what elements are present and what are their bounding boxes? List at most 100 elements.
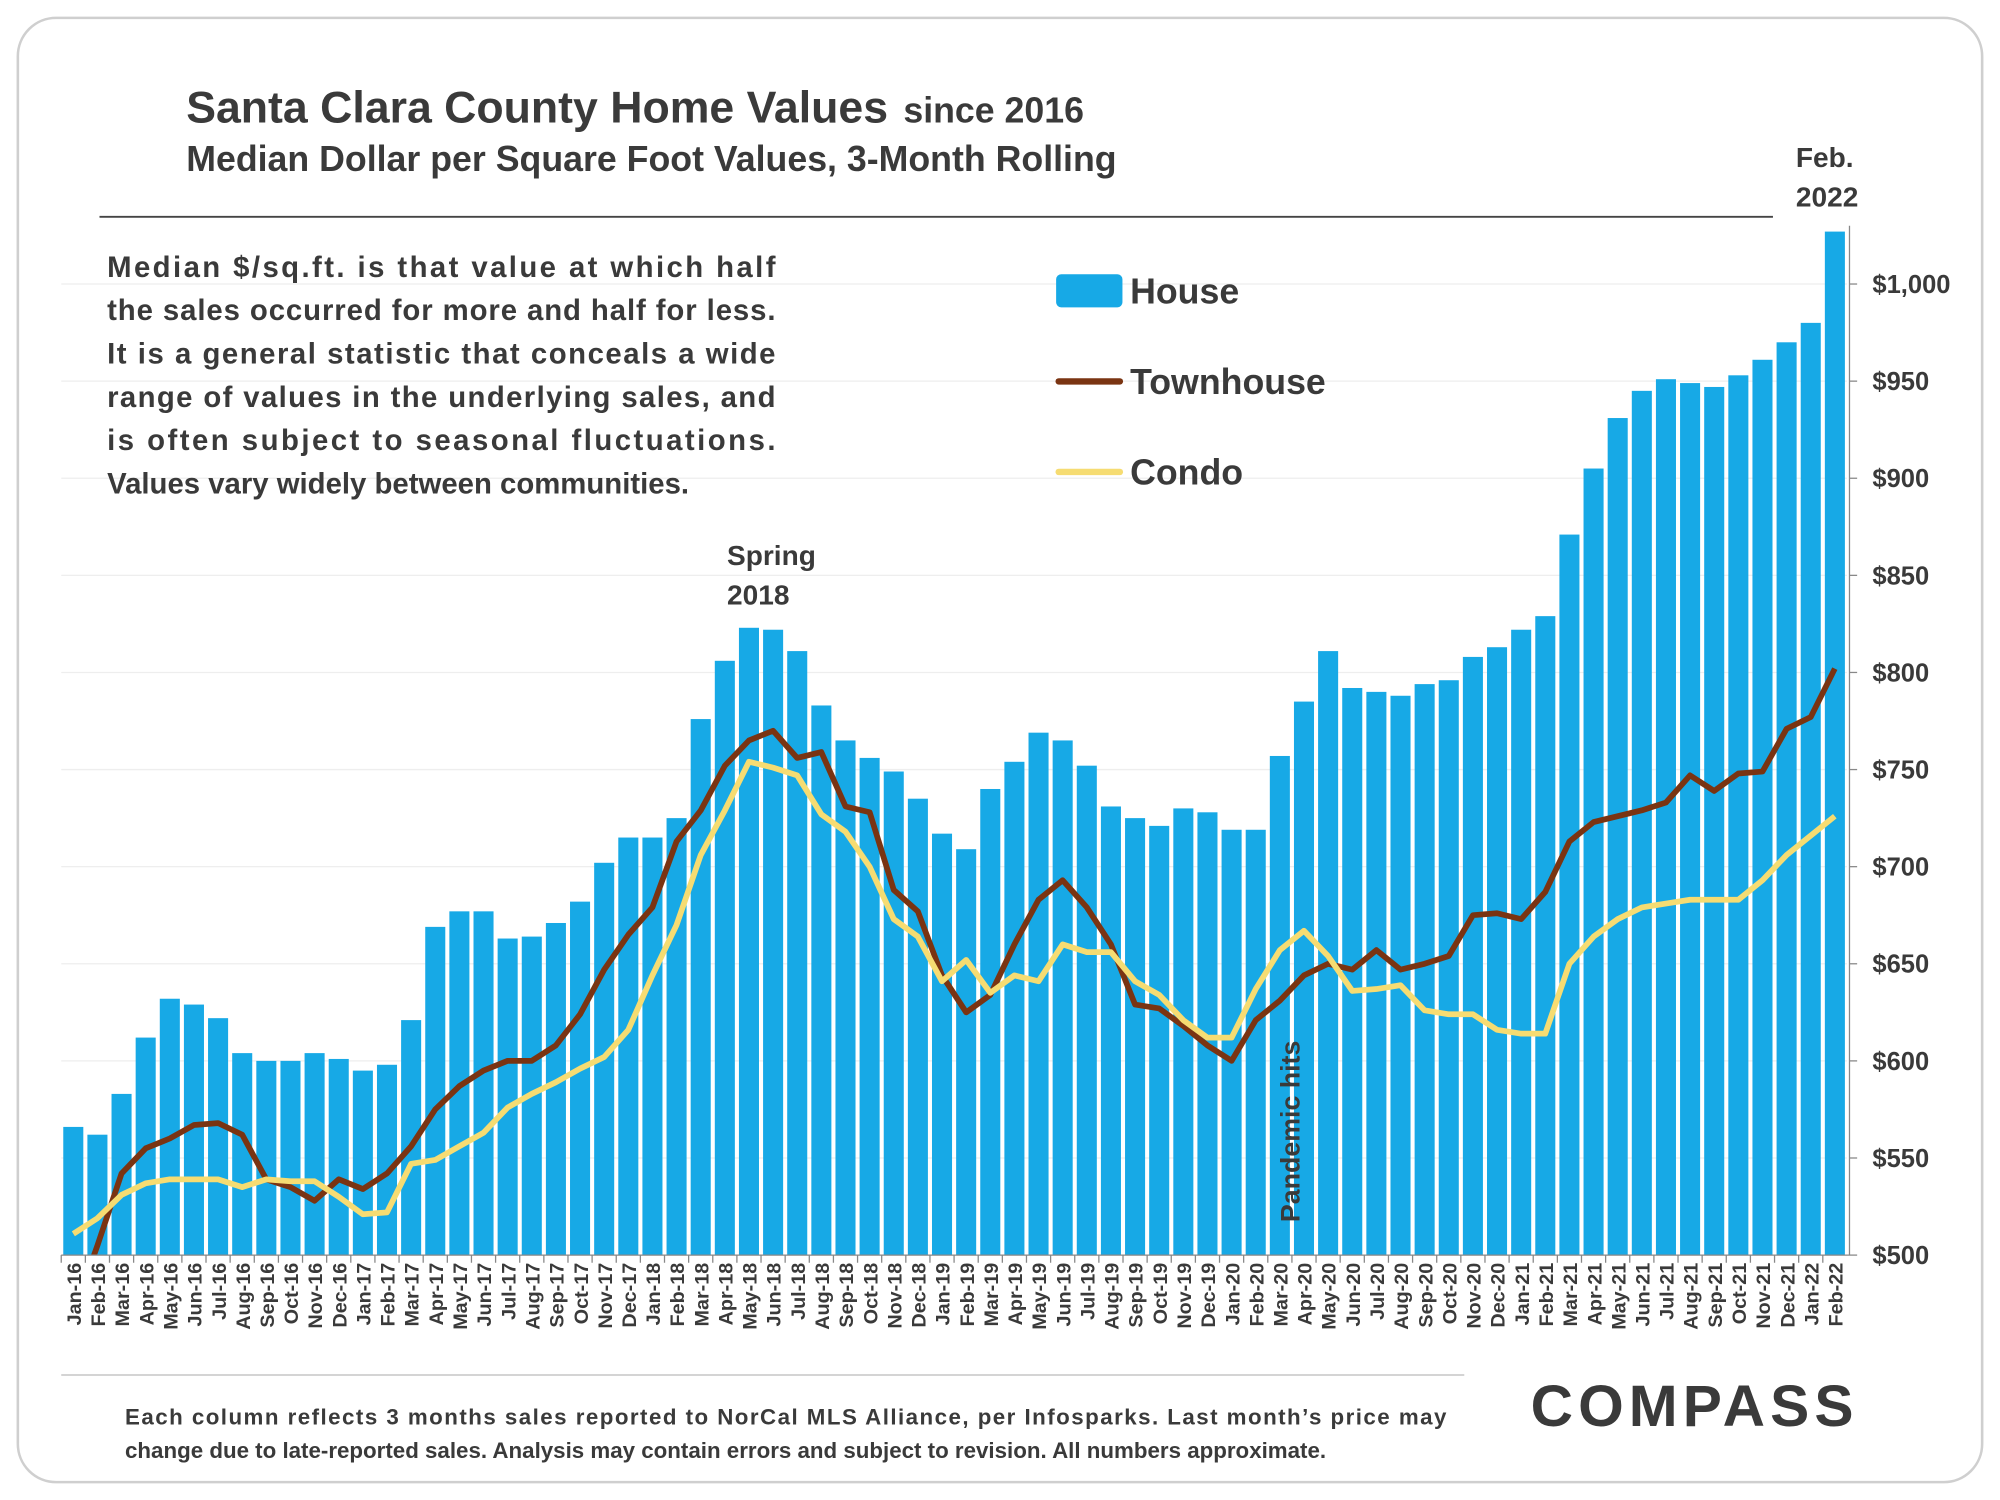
x-tick-label: Jun-19 xyxy=(1053,1263,1075,1327)
bar xyxy=(1052,740,1073,1256)
x-tick-label: May-20 xyxy=(1319,1263,1341,1330)
x-tick-label: Apr-18 xyxy=(716,1263,738,1326)
bar xyxy=(980,788,1001,1256)
legend-swatch xyxy=(1056,274,1123,308)
bar xyxy=(1752,359,1773,1256)
x-tick-label: Nov-16 xyxy=(305,1263,327,1329)
bar xyxy=(63,1126,84,1256)
x-tick-label: Jan-21 xyxy=(1512,1263,1534,1326)
annotation: Feb. xyxy=(1796,142,1854,173)
annotation: Spring xyxy=(727,540,816,571)
y-tick-label: $500 xyxy=(1872,1242,1929,1270)
x-tick-label: Jul-19 xyxy=(1078,1263,1100,1320)
bar xyxy=(618,837,639,1256)
x-tick-label: Dec-18 xyxy=(909,1263,931,1328)
x-tick-label: Jul-17 xyxy=(498,1263,520,1320)
bar xyxy=(956,849,977,1256)
x-tick-label: Mar-16 xyxy=(112,1263,134,1327)
x-tick-label: Feb-18 xyxy=(667,1263,689,1327)
x-tick-label: Nov-20 xyxy=(1464,1263,1486,1329)
annotation: 2018 xyxy=(727,580,789,611)
bar xyxy=(1462,656,1483,1256)
bar xyxy=(280,1060,301,1256)
bar xyxy=(1511,629,1532,1256)
x-tick-label: Jun-17 xyxy=(474,1263,496,1327)
description-line: is often subject to seasonal fluctuation… xyxy=(107,424,775,457)
x-tick-label: May-18 xyxy=(740,1263,762,1330)
bar xyxy=(1149,825,1170,1256)
y-tick-label: $1,000 xyxy=(1872,271,1950,299)
x-tick-label: Aug-18 xyxy=(812,1263,834,1330)
x-tick-label: Feb-16 xyxy=(88,1263,110,1327)
y-tick-label: $550 xyxy=(1872,1145,1929,1173)
bar xyxy=(352,1070,373,1256)
x-tick-label: Oct-17 xyxy=(571,1263,593,1325)
bar xyxy=(159,998,180,1256)
x-tick-label: Jan-20 xyxy=(1222,1263,1244,1326)
y-tick-label: $900 xyxy=(1872,465,1929,493)
bar xyxy=(1704,386,1725,1256)
bar xyxy=(256,1060,277,1256)
bar xyxy=(1535,616,1556,1256)
description-line: range of values in the underlying sales,… xyxy=(107,381,775,414)
bar xyxy=(1004,761,1025,1256)
bar xyxy=(1197,812,1218,1256)
bar xyxy=(787,651,808,1256)
x-tick-label: May-16 xyxy=(160,1263,182,1330)
chart-title: Santa Clara County Home Values since 2016 xyxy=(186,83,1084,132)
x-tick-label: Oct-21 xyxy=(1729,1263,1751,1325)
x-tick-label: Nov-17 xyxy=(595,1263,617,1329)
bar xyxy=(1221,829,1242,1256)
bar xyxy=(401,1020,422,1256)
x-tick-label: Nov-19 xyxy=(1174,1263,1196,1329)
description-line: the sales occurred for more and half for… xyxy=(107,294,775,327)
subtitle: Median Dollar per Square Foot Values, 3-… xyxy=(186,139,1116,179)
y-tick-label: $750 xyxy=(1872,756,1929,784)
bar xyxy=(1800,322,1821,1256)
x-tick-label: May-19 xyxy=(1029,1263,1051,1330)
x-tick-label: Nov-18 xyxy=(884,1263,906,1329)
logo: COMPASS xyxy=(1531,1374,1859,1439)
title-main: Santa Clara County Home Values xyxy=(186,83,888,132)
bar xyxy=(642,837,663,1256)
x-tick-label: Jun-18 xyxy=(764,1263,786,1327)
x-tick-label: Jan-17 xyxy=(354,1263,376,1326)
x-tick-label: Jul-21 xyxy=(1657,1263,1679,1320)
x-tick-label: Jun-20 xyxy=(1343,1263,1365,1327)
bar xyxy=(1728,375,1749,1256)
x-tick-label: Mar-19 xyxy=(981,1263,1003,1327)
y-tick-label: $950 xyxy=(1872,368,1929,396)
x-tick-label: Sep-18 xyxy=(836,1263,858,1328)
bar xyxy=(1100,806,1121,1256)
x-tick-label: Dec-19 xyxy=(1198,1263,1220,1328)
x-tick-label: Jul-18 xyxy=(788,1263,810,1320)
footnote-line: change due to late-reported sales. Analy… xyxy=(125,1438,1326,1463)
x-tick-label: Aug-19 xyxy=(1102,1263,1124,1330)
description-line: Values vary widely between communities. xyxy=(107,468,689,501)
x-tick-label: Dec-16 xyxy=(329,1263,351,1328)
bar xyxy=(931,833,953,1256)
description-line: It is a general statistic that conceals … xyxy=(107,338,775,371)
y-tick-label: $700 xyxy=(1872,854,1929,882)
x-tick-label: Dec-21 xyxy=(1777,1263,1799,1328)
bar xyxy=(1824,231,1845,1256)
bar xyxy=(1607,418,1628,1256)
x-tick-label: Mar-21 xyxy=(1560,1263,1582,1327)
x-tick-label: Sep-16 xyxy=(257,1263,279,1328)
x-tick-label: Feb-22 xyxy=(1825,1263,1847,1327)
x-tick-label: Oct-18 xyxy=(860,1263,882,1325)
bar xyxy=(1076,765,1097,1256)
x-tick-label: Apr-16 xyxy=(136,1263,158,1326)
x-tick-label: Oct-19 xyxy=(1150,1263,1172,1325)
x-tick-label: Feb-19 xyxy=(957,1263,979,1327)
x-tick-label: Feb-21 xyxy=(1536,1263,1558,1327)
bar xyxy=(811,705,832,1256)
bar xyxy=(690,719,711,1256)
bar xyxy=(1680,383,1701,1256)
x-tick-label: Oct-16 xyxy=(281,1263,303,1325)
x-tick-label: Jun-21 xyxy=(1632,1263,1654,1327)
title-suffix: since 2016 xyxy=(903,90,1084,130)
legend-label: House xyxy=(1130,272,1239,312)
bar xyxy=(714,660,735,1256)
